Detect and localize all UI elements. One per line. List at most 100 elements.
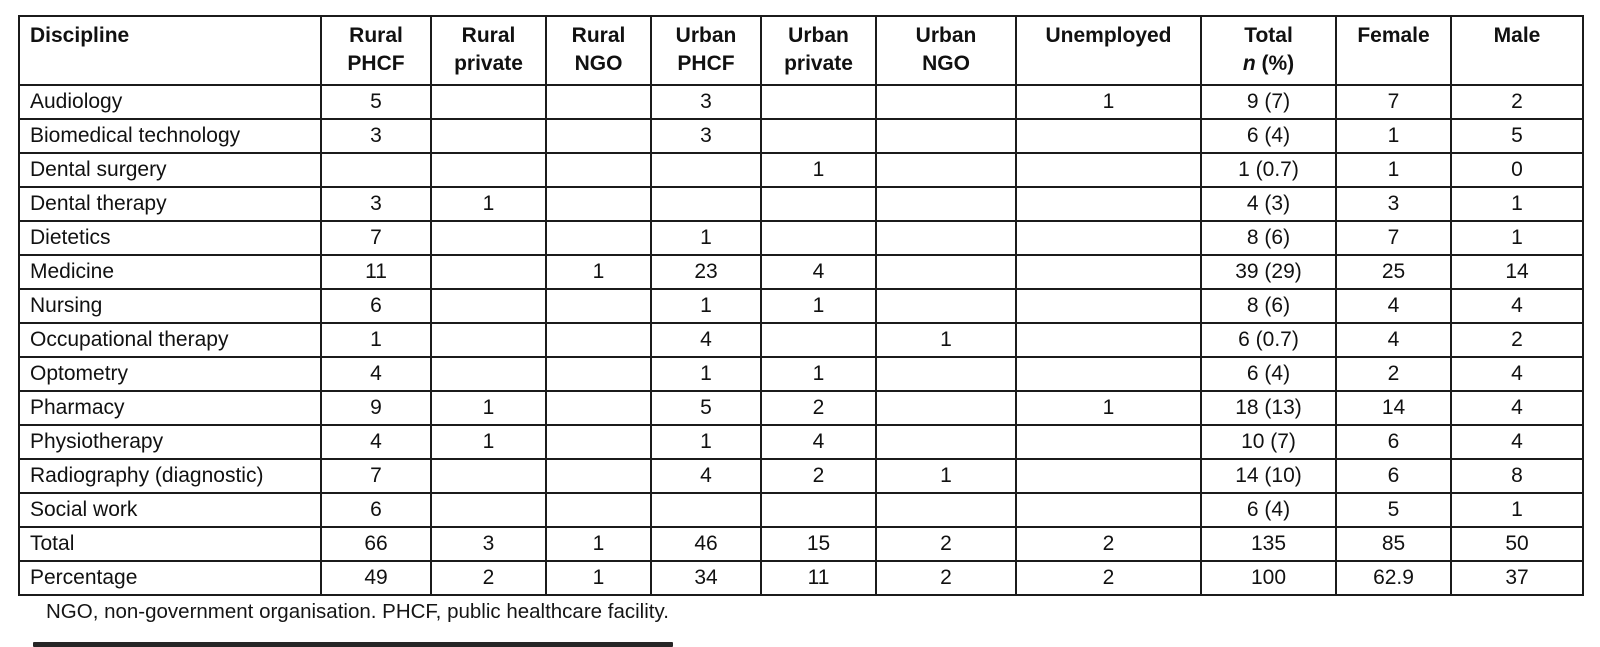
value-cell: [545, 118, 652, 154]
value-cell: [875, 254, 1017, 290]
value-cell: 50: [1450, 526, 1584, 562]
column-header-total-n: Total n (%): [1200, 15, 1337, 86]
value-cell: 11: [760, 560, 877, 596]
value-cell: 9 (7): [1200, 84, 1337, 120]
value-cell: 15: [760, 526, 877, 562]
column-header-urban-private: Urban private: [760, 15, 877, 86]
value-cell: 3: [320, 186, 432, 222]
value-cell: 1: [650, 220, 762, 256]
table-row-radiography-diagnostic: Radiography (diagnostic) 7 4 2 1 14 (10) 6 8: [18, 458, 1584, 494]
value-cell: 2: [875, 560, 1017, 596]
value-cell: 2: [760, 458, 877, 494]
value-cell: [1015, 118, 1202, 154]
value-cell: 25: [1335, 254, 1452, 290]
value-cell: 4: [650, 322, 762, 358]
value-cell: 3: [650, 84, 762, 120]
value-cell: [430, 220, 547, 256]
value-cell: 3: [430, 526, 547, 562]
table-row-total: Total 66 3 1 46 15 2 2 135 85 50: [18, 526, 1584, 562]
value-cell: [545, 152, 652, 188]
value-cell: 2: [760, 390, 877, 426]
discipline-cell: Nursing: [18, 288, 322, 324]
value-cell: 6: [320, 288, 432, 324]
value-cell: 8: [1450, 458, 1584, 494]
value-cell: [875, 390, 1017, 426]
value-cell: [545, 288, 652, 324]
value-cell: [760, 84, 877, 120]
value-cell: 1: [1015, 390, 1202, 426]
discipline-cell: Medicine: [18, 254, 322, 290]
value-cell: [1015, 322, 1202, 358]
value-cell: 0: [1450, 152, 1584, 188]
discipline-cell: Total: [18, 526, 322, 562]
value-cell: 1: [650, 424, 762, 460]
value-cell: [430, 254, 547, 290]
value-cell: 34: [650, 560, 762, 596]
value-cell: [1015, 458, 1202, 494]
value-cell: 2: [1450, 322, 1584, 358]
value-cell: 4: [1450, 356, 1584, 392]
value-cell: 2: [1015, 526, 1202, 562]
value-cell: 18 (13): [1200, 390, 1337, 426]
table-row-physiotherapy: Physiotherapy 4 1 1 4 10 (7) 6 4: [18, 424, 1584, 460]
value-cell: [1015, 254, 1202, 290]
value-cell: 7: [1335, 84, 1452, 120]
value-cell: 8 (6): [1200, 288, 1337, 324]
value-cell: [1015, 492, 1202, 528]
value-cell: 1: [430, 186, 547, 222]
value-cell: [545, 424, 652, 460]
value-cell: [875, 186, 1017, 222]
table-row-audiology: Audiology 5 3 1 9 (7) 7 2: [18, 84, 1584, 120]
value-cell: 4 (3): [1200, 186, 1337, 222]
value-cell: [1015, 186, 1202, 222]
value-cell: 14 (10): [1200, 458, 1337, 494]
value-cell: 1: [1450, 186, 1584, 222]
column-header-discipline: Discipline: [18, 15, 322, 86]
value-cell: 3: [650, 118, 762, 154]
value-cell: 4: [1450, 288, 1584, 324]
value-cell: 1: [650, 288, 762, 324]
value-cell: 4: [320, 424, 432, 460]
value-cell: 10 (7): [1200, 424, 1337, 460]
value-cell: [1015, 356, 1202, 392]
value-cell: 1: [875, 322, 1017, 358]
value-cell: 9: [320, 390, 432, 426]
value-cell: 3: [1335, 186, 1452, 222]
value-cell: [1015, 288, 1202, 324]
value-cell: 1: [875, 458, 1017, 494]
value-cell: 2: [430, 560, 547, 596]
value-cell: 100: [1200, 560, 1337, 596]
value-cell: 1: [760, 152, 877, 188]
value-cell: 7: [1335, 220, 1452, 256]
column-header-rural-ngo: Rural NGO: [545, 15, 652, 86]
column-header-urban-phcf: Urban PHCF: [650, 15, 762, 86]
value-cell: 4: [1450, 390, 1584, 426]
value-cell: 6: [320, 492, 432, 528]
table-row-pharmacy: Pharmacy 9 1 5 2 1 18 (13) 14 4: [18, 390, 1584, 426]
value-cell: [650, 152, 762, 188]
discipline-cell: Pharmacy: [18, 390, 322, 426]
table-row-percentage: Percentage 49 2 1 34 11 2 2 100 62.9 37: [18, 560, 1584, 596]
table-row-dietetics: Dietetics 7 1 8 (6) 7 1: [18, 220, 1584, 256]
value-cell: 2: [1015, 560, 1202, 596]
discipline-cell: Radiography (diagnostic): [18, 458, 322, 494]
table-row-dental-therapy: Dental therapy 3 1 4 (3) 3 1: [18, 186, 1584, 222]
value-cell: 1: [1450, 492, 1584, 528]
value-cell: [545, 322, 652, 358]
cropped-content-bar: [33, 642, 673, 647]
value-cell: 62.9: [1335, 560, 1452, 596]
value-cell: 39 (29): [1200, 254, 1337, 290]
table-row-occupational-therapy: Occupational therapy 1 4 1 6 (0.7) 4 2: [18, 322, 1584, 358]
value-cell: 23: [650, 254, 762, 290]
value-cell: [875, 118, 1017, 154]
value-cell: 1: [1450, 220, 1584, 256]
value-cell: 5: [320, 84, 432, 120]
value-cell: [545, 84, 652, 120]
value-cell: 4: [1450, 424, 1584, 460]
value-cell: 5: [1450, 118, 1584, 154]
discipline-cell: Percentage: [18, 560, 322, 596]
value-cell: [430, 288, 547, 324]
value-cell: [545, 458, 652, 494]
value-cell: 1: [650, 356, 762, 392]
discipline-cell: Dental surgery: [18, 152, 322, 188]
